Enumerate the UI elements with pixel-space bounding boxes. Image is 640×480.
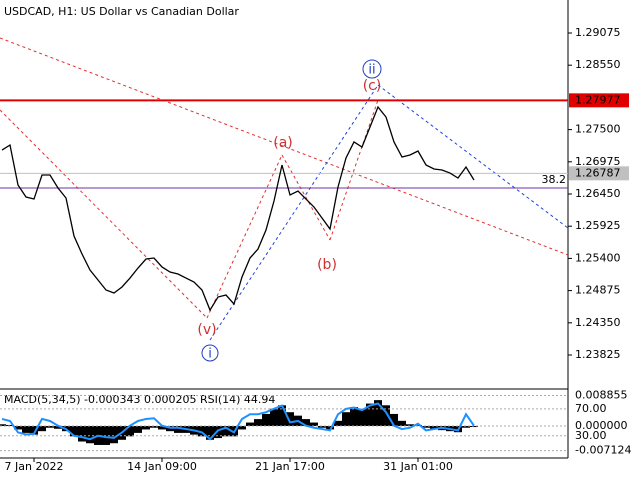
macd-bar <box>414 424 422 426</box>
y-tick-label: 1.24350 <box>575 316 621 329</box>
macd-bar <box>350 407 358 426</box>
y-tick-label: 1.26450 <box>575 187 621 200</box>
y-tick-label: 1.29075 <box>575 26 621 39</box>
wave-line <box>329 99 379 241</box>
macd-bar <box>262 413 270 426</box>
wave-label: (c) <box>363 78 382 94</box>
wave-line <box>377 84 569 229</box>
wave-label: (v) <box>197 322 216 338</box>
macd-bar <box>342 412 350 426</box>
wave-line <box>281 154 331 241</box>
macd-bar <box>142 426 150 430</box>
y-tick-label: 0.008855 <box>575 388 628 401</box>
macd-bar <box>278 405 286 426</box>
macd-bar <box>406 424 414 426</box>
macd-bar <box>54 426 62 429</box>
wave-label: (a) <box>273 135 293 151</box>
macd-bar <box>422 426 430 428</box>
y-tick-label: 0.000000 <box>575 419 628 432</box>
y-tick-label: -0.007124 <box>575 444 631 457</box>
macd-bar <box>206 426 214 440</box>
macd-bar <box>254 419 262 426</box>
x-tick-label: 21 Jan 17:00 <box>255 460 325 473</box>
wave-label: i <box>208 347 212 362</box>
wave-circle <box>362 59 382 79</box>
macd-bar <box>214 426 222 439</box>
macd-bar <box>238 426 246 430</box>
macd-bar <box>6 424 14 426</box>
macd-bar <box>398 420 406 426</box>
macd-bar <box>78 426 86 442</box>
y-tick-label: 1.25400 <box>575 251 621 264</box>
macd-bar <box>358 408 366 426</box>
price-label-box <box>569 93 629 108</box>
rsi-line <box>1 402 475 441</box>
wave-line <box>209 84 379 341</box>
macd-bar <box>150 426 158 428</box>
y-tick-label: 1.24875 <box>575 284 621 297</box>
macd-bar <box>246 422 254 426</box>
y-tick-label: 1.27500 <box>575 123 621 136</box>
y-tick-label: 1.23825 <box>575 348 621 361</box>
macd-bar <box>38 426 46 432</box>
macd-bar <box>270 408 278 426</box>
macd-bar <box>390 413 398 426</box>
price-label-box <box>569 166 629 181</box>
macd-bar <box>134 426 142 433</box>
macd-bar <box>382 405 390 426</box>
fib-label: 38.2 <box>542 173 567 186</box>
macd-bar <box>374 400 382 426</box>
indicator-title: MACD(5,34,5) -0.000343 0.000205 RSI(14) … <box>4 393 275 406</box>
x-tick-label: 14 Jan 09:00 <box>127 460 197 473</box>
macd-bar <box>22 426 30 433</box>
price-line <box>1 105 475 312</box>
macd-bar <box>470 426 478 428</box>
y2-tick-label: 70.00 <box>575 402 607 415</box>
macd-bar <box>302 419 310 426</box>
trend-line <box>0 37 569 256</box>
y-tick-label: 1.28550 <box>575 58 621 71</box>
macd-bar <box>334 420 342 426</box>
wave-label: (b) <box>317 257 337 273</box>
macd-bar <box>70 426 78 437</box>
y-tick-label: 1.25925 <box>575 219 621 232</box>
macd-bar <box>86 426 94 444</box>
macd-bar <box>14 426 22 430</box>
price-label: 1.26787 <box>575 166 621 179</box>
macd-bar <box>174 426 182 433</box>
macd-bar <box>158 426 166 430</box>
macd-bar <box>110 426 118 444</box>
macd-bar <box>366 403 374 426</box>
macd-bar <box>318 426 326 428</box>
price-label: 1.27977 <box>575 93 621 106</box>
wave-label: ii <box>368 63 375 78</box>
macd-bar <box>462 426 470 428</box>
x-tick-label: 31 Jan 01:00 <box>383 460 453 473</box>
y-tick-label: 1.26975 <box>575 155 621 168</box>
macd-bar <box>198 426 206 437</box>
y2-tick-label: 30.00 <box>575 429 607 442</box>
trend-line <box>0 109 208 319</box>
chart-title: USDCAD, H1: US Dollar vs Canadian Dollar <box>4 5 239 18</box>
macd-bar <box>46 426 54 428</box>
macd-bar <box>0 424 6 426</box>
x-tick-label: 7 Jan 2022 <box>5 460 64 473</box>
macd-bar <box>326 426 334 430</box>
wave-circle <box>201 344 219 362</box>
macd-bar <box>286 412 294 426</box>
macd-bar <box>222 426 230 437</box>
macd-bar <box>430 426 438 430</box>
macd-bar <box>30 426 38 435</box>
macd-bar <box>126 426 134 437</box>
macd-bar <box>310 422 318 426</box>
